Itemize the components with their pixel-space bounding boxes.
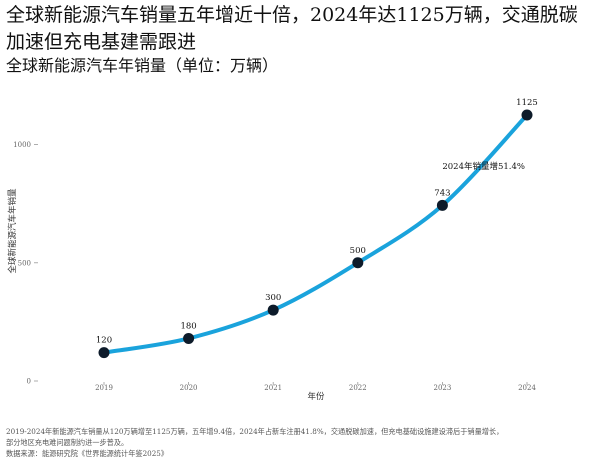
x-tick-label: 2023	[433, 384, 451, 392]
data-point-2022	[352, 257, 364, 269]
x-tick-label: 2022	[349, 384, 367, 392]
data-label-2019: 120	[96, 336, 112, 346]
x-tick-label: 2020	[180, 384, 198, 392]
note-line-2: 部分地区充电难问题制约进一步普及。	[6, 438, 129, 447]
chart-title: 全球新能源汽车销量五年增近十倍，2024年达1125万辆，交通脱碳加速但充电基建…	[6, 4, 578, 53]
annotation-text: 2024年销量增51.4%	[442, 161, 525, 172]
y-axis-label: 全球新能源汽车年销量	[7, 188, 18, 274]
data-point-2020	[183, 332, 195, 344]
chart-subtitle: 全球新能源汽车年销量（单位：万辆）	[6, 56, 279, 75]
y-tick-label: 1000	[13, 141, 31, 149]
data-point-2021	[267, 304, 279, 316]
note-line-1: 2019-2024年新能源汽车销量从120万辆增至1125万辆，五年增9.4倍，…	[6, 427, 504, 436]
data-points	[98, 109, 533, 359]
data-point-2023	[436, 199, 448, 211]
data-label-2021: 300	[265, 293, 281, 303]
data-label-2020: 180	[180, 321, 196, 331]
data-point-2019	[98, 347, 110, 359]
x-tick-label: 2024	[518, 384, 536, 392]
y-tick-label: 0	[27, 378, 31, 386]
data-label-2024: 1125	[516, 98, 538, 108]
axis-ticks: 0 500 1000 2019 2020 2021 2022 2023 2024	[13, 141, 536, 392]
x-axis-label: 年份	[307, 391, 325, 402]
data-label-2022: 500	[350, 246, 366, 256]
x-tick-label: 2021	[264, 384, 282, 392]
data-point-2024	[521, 109, 533, 121]
footnotes: 2019-2024年新能源汽车销量从120万辆增至1125万辆，五年增9.4倍，…	[6, 426, 596, 459]
data-label-2023: 743	[434, 188, 450, 198]
y-tick-label: 500	[18, 259, 31, 267]
source-note: 数据来源：能源研究院《世界能源统计年鉴2025》	[6, 449, 169, 458]
x-tick-label: 2019	[95, 384, 113, 392]
data-labels: 120 180 300 500 743 1125	[96, 98, 538, 346]
series-line	[102, 113, 529, 355]
